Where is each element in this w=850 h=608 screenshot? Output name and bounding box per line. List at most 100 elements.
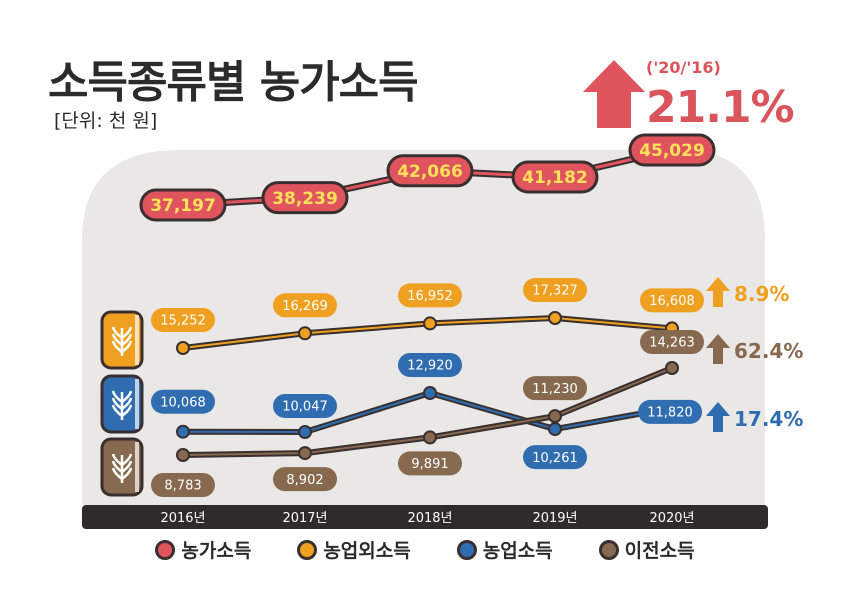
unit-label: [단위: 천 원] [54,110,158,132]
legend-item-farm-income: 농가소득 [155,536,251,563]
wheat-grain [111,390,123,403]
data-label: 11,230 [532,382,578,397]
wheat-bag-brown-icon [100,437,144,497]
data-point [423,386,437,400]
data-label-pill [638,399,702,424]
wheat-bag-blue-icon [100,374,144,434]
data-label: 37,197 [150,196,216,216]
data-label: 9,891 [411,457,448,472]
wheat-grain [121,467,133,480]
data-point [548,311,562,325]
x-tick-label: 2017년 [282,511,327,526]
data-point [423,430,437,445]
data-point [176,448,190,462]
data-label-pill [511,160,599,194]
x-tick-label: 2019년 [532,511,577,526]
data-point [423,316,437,331]
data-label-pill [151,473,215,497]
wheat-grain [111,460,123,473]
x-tick-label: 2020년 [649,511,694,526]
wheat-grain [121,397,133,410]
data-label-pill [398,283,462,308]
data-label: 16,269 [282,299,328,314]
data-label: 17,327 [532,284,578,299]
legend-swatch [598,539,619,560]
data-label-pill [139,188,227,222]
wheat-grain [111,467,123,480]
wheat-bag-orange-icon [100,310,144,370]
data-label-pill [273,394,337,418]
data-label: 38,239 [272,189,338,209]
wheat-grain [111,340,123,353]
wheat-grain [121,326,133,339]
legend-swatch [297,539,318,560]
data-point [176,341,190,355]
series-change-label: 17.4% [734,407,803,431]
bag-shine [135,379,139,429]
legend-swatch [456,539,477,560]
up-arrow-icon [583,60,645,128]
bag-shine [135,315,139,365]
data-label: 10,047 [282,400,328,415]
wheat-grain [121,390,133,403]
up-arrow-icon [706,402,730,432]
series-change-label: 8.9% [734,282,789,306]
data-label: 16,952 [407,289,453,304]
data-label-pill [386,154,474,188]
data-label-pill [151,389,215,414]
data-label-pill [640,288,704,313]
data-label-pill [523,278,587,302]
wheat-grain [111,397,123,410]
legend-item-transfer-income: 이전소득 [598,536,695,563]
data-point [298,446,312,461]
data-point [548,422,562,437]
data-point [548,409,562,424]
data-label: 42,066 [397,162,463,182]
data-label-pill [523,376,587,401]
data-label-pill [261,181,349,215]
data-label: 41,182 [522,168,588,188]
wheat-grain [121,460,133,473]
data-label: 8,783 [164,479,201,494]
wheat-grain [121,340,133,353]
data-label: 12,920 [407,359,453,374]
legend-item-nonfarm-income: 농업외소득 [297,536,411,563]
data-label-pill [273,293,337,318]
data-point [298,425,312,439]
data-label-pill [523,445,587,470]
data-point [665,361,679,375]
data-label: 14,263 [649,336,695,351]
x-tick-label: 2018년 [407,511,452,526]
wheat-grain [111,333,123,346]
legend-label: 농가소득 [181,540,252,562]
page-title: 소득종류별 농가소득 [48,57,419,108]
headline-change: 21.1% [646,82,795,133]
data-point [298,326,312,341]
data-label: 45,029 [639,141,705,161]
data-label: 10,068 [160,395,206,410]
data-label: 11,820 [647,406,693,421]
data-label-pill [628,133,716,167]
wheat-grain [121,404,133,417]
wheat-grain [111,404,123,417]
legend-label: 이전소득 [624,540,695,562]
data-point [176,424,190,439]
up-arrow-icon [706,277,730,307]
up-arrow-icon [706,334,730,364]
data-label-pill [398,353,462,377]
x-axis-bar [82,505,768,529]
series-change-label: 62.4% [734,339,803,363]
data-label-pill [398,451,462,476]
legend-swatch [155,539,176,560]
data-label: 8,902 [286,473,323,488]
data-label: 16,608 [649,294,695,309]
chart-panel [82,150,765,505]
headline-period: ('20/'16) [646,58,721,77]
data-label: 10,261 [532,451,578,466]
wheat-grain [111,326,123,339]
wheat-grain [121,453,133,466]
wheat-grain [111,453,123,466]
legend-label: 농업소득 [482,540,553,562]
bag-shine [135,442,139,492]
legend-label: 농업외소득 [323,540,411,562]
